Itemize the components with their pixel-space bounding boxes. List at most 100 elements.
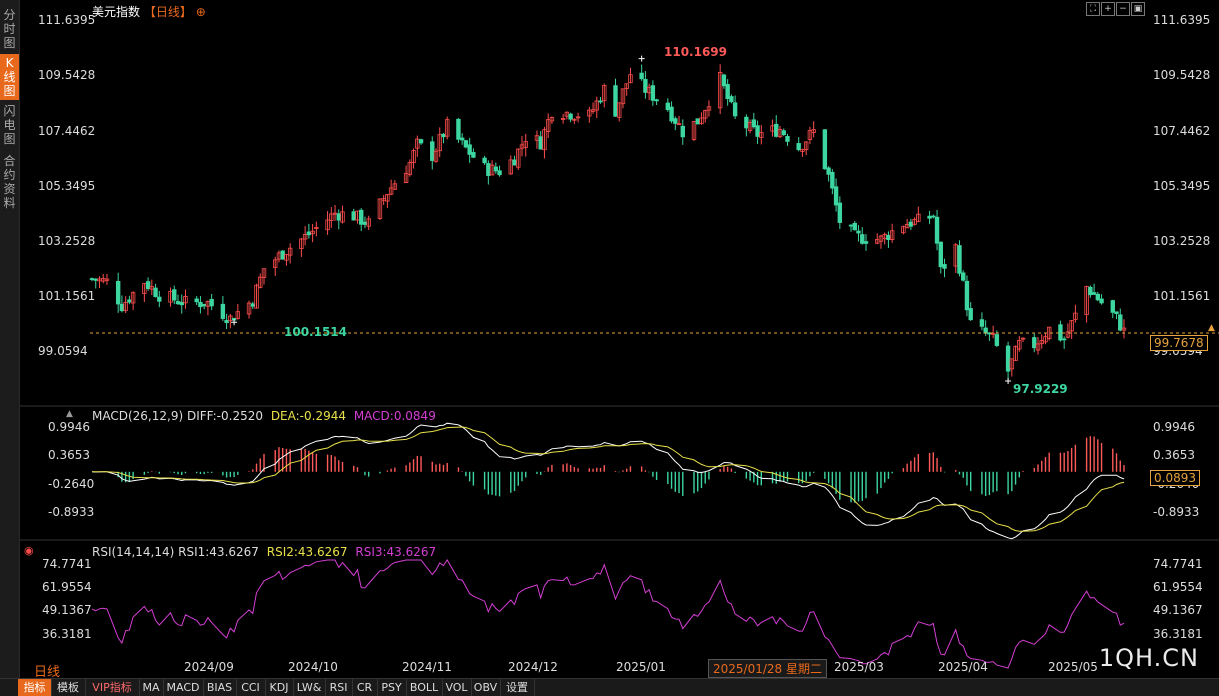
candle-body <box>811 129 816 133</box>
toolbar-item[interactable]: BOLL <box>406 679 443 696</box>
candle-body <box>497 170 502 176</box>
candle-body <box>575 116 581 119</box>
candle-body <box>516 148 521 168</box>
chart-canvas[interactable] <box>20 0 1219 678</box>
candle-body <box>130 292 136 304</box>
restore-icon[interactable]: ▣ <box>1131 2 1145 16</box>
price-label-right: 103.2528 <box>1153 234 1211 248</box>
candle-body <box>194 298 199 303</box>
candle-body <box>366 218 371 227</box>
zoom-in-icon[interactable]: + <box>1101 2 1115 16</box>
toolbar-item[interactable]: BIAS <box>203 679 237 696</box>
candle-body <box>1099 298 1104 304</box>
candle-body <box>463 140 469 148</box>
price-label-left: 107.4462 <box>38 124 96 138</box>
candle-body <box>669 106 674 122</box>
toolbar-item[interactable]: MA <box>139 679 164 696</box>
candle-body <box>209 298 214 307</box>
candle-body <box>1118 314 1123 331</box>
candle-body <box>654 99 659 102</box>
price-label-right: 107.4462 <box>1153 124 1211 138</box>
candle-body <box>624 83 629 89</box>
candle-body <box>964 280 970 311</box>
period-label[interactable]: 【日线】 <box>143 5 192 19</box>
date-label: 2025/05 <box>1048 660 1098 674</box>
candle-body <box>284 254 289 261</box>
tab-contract-info[interactable]: 合约资料 <box>3 154 16 210</box>
price-label-left: 99.0594 <box>38 344 88 358</box>
date-label: 2024/11 <box>402 660 452 674</box>
candle-body <box>1091 292 1097 295</box>
chart-header: 美元指数 【日线】 ⊕ <box>92 3 206 20</box>
candle-body <box>482 157 487 164</box>
macd-axis-label-left: 0.9946 <box>48 420 90 434</box>
toolbar-item[interactable]: 指标 <box>18 679 52 696</box>
candle-body <box>826 167 831 175</box>
date-label: 2025/03 <box>834 660 884 674</box>
date-label: 2024/09 <box>184 660 234 674</box>
candle-body <box>908 221 914 227</box>
candle-body <box>235 311 241 319</box>
candle-body <box>1013 346 1018 361</box>
toolbar-item[interactable]: PSY <box>377 679 407 696</box>
toolbar-item[interactable]: LW& <box>293 679 326 696</box>
toolbar-item[interactable]: VIP指标 <box>85 679 140 696</box>
candle-body <box>198 301 203 308</box>
toolbar-item[interactable]: KDJ <box>265 679 294 696</box>
rsi-axis-label-right: 49.1367 <box>1153 603 1203 617</box>
candle-body <box>1032 337 1037 349</box>
candle-body <box>542 129 547 151</box>
low-marker-apr: 97.9229 <box>1013 382 1068 396</box>
candle-body <box>774 123 779 137</box>
macd-current-label: 0.0893 <box>1150 470 1200 486</box>
macd-collapse-icon[interactable]: ▲ <box>66 409 73 419</box>
candle-body <box>759 132 764 138</box>
candle-body <box>695 118 700 125</box>
candle-body <box>411 150 416 164</box>
candle-body <box>172 289 177 301</box>
candle-body <box>512 159 517 166</box>
tab-flash-chart[interactable]: 闪电图 <box>3 104 16 146</box>
candle-body <box>93 278 98 281</box>
rsi-1: RSI1:43.6267 <box>178 545 259 559</box>
plus-circle-icon[interactable]: ⊕ <box>195 5 206 19</box>
toolbar-item[interactable]: CR <box>352 679 378 696</box>
macd-dea: DEA:-0.2944 <box>270 409 346 423</box>
candle-body <box>717 72 723 109</box>
expand-icon[interactable]: ⛶ <box>1086 2 1100 16</box>
zoom-out-icon[interactable]: − <box>1116 2 1130 16</box>
toolbar-item[interactable]: VOL <box>442 679 472 696</box>
toolbar-item[interactable]: 模板 <box>51 679 86 696</box>
tab-k-line[interactable]: K线图 <box>0 54 19 100</box>
candle-body <box>807 130 813 140</box>
candle-body <box>145 281 151 289</box>
candle-body <box>852 222 857 231</box>
rsi-target-icon[interactable]: ◉ <box>24 544 34 557</box>
candle-body <box>430 141 435 161</box>
candle-body <box>1073 312 1078 320</box>
macd-value: MACD:0.0849 <box>353 409 436 423</box>
candle-body <box>433 150 439 162</box>
toolbar-item[interactable]: CCI <box>236 679 266 696</box>
candle-body <box>803 141 809 150</box>
macd-title: MACD(26,12,9) DIFF:-0.2520 DEA:-0.2944 M… <box>92 409 436 423</box>
candle-body <box>261 268 267 278</box>
candle-body <box>220 303 226 319</box>
toolbar-item[interactable]: OBV <box>471 679 501 696</box>
toolbar-item[interactable]: MACD <box>163 679 204 696</box>
toolbar-item[interactable]: 设置 <box>500 679 535 696</box>
price-label-right: 105.3495 <box>1153 179 1211 193</box>
candle-body <box>1020 337 1026 340</box>
macd-diff: DIFF:-0.2520 <box>186 409 263 423</box>
toolbar-item[interactable]: RSI <box>325 679 353 696</box>
candle-body <box>990 332 996 335</box>
price-label-left: 105.3495 <box>38 179 96 193</box>
candle-body <box>572 118 577 121</box>
tab-time-share[interactable]: 分时图 <box>3 8 16 50</box>
price-label-right: 101.1561 <box>1153 289 1211 303</box>
macd-axis-label-left: 0.3653 <box>48 448 90 462</box>
candle-body <box>938 241 943 268</box>
candle-body <box>123 302 128 311</box>
candle-body <box>273 259 278 268</box>
candle-body <box>1043 336 1048 343</box>
